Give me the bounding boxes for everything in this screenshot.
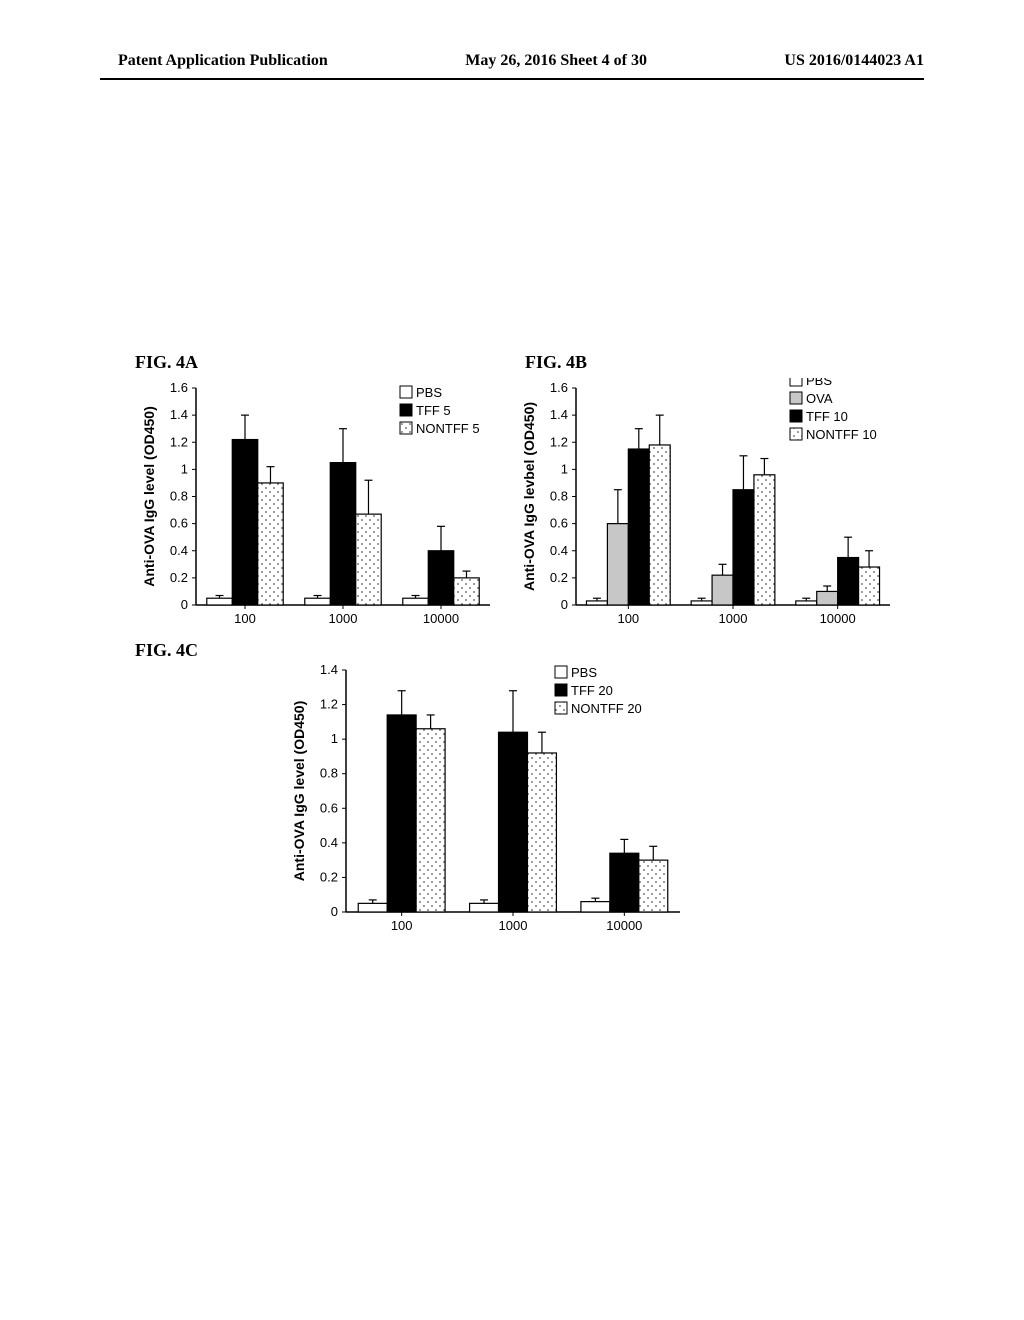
svg-text:0.4: 0.4 bbox=[320, 835, 338, 850]
svg-text:0.2: 0.2 bbox=[550, 570, 568, 585]
svg-text:NONTFF 10: NONTFF 10 bbox=[806, 427, 877, 442]
svg-text:100: 100 bbox=[234, 611, 256, 626]
svg-text:1: 1 bbox=[561, 461, 568, 476]
svg-text:0.2: 0.2 bbox=[320, 869, 338, 884]
page-header: Patent Application Publication May 26, 2… bbox=[0, 52, 1024, 70]
svg-text:TFF 20: TFF 20 bbox=[571, 683, 613, 698]
svg-text:PBS: PBS bbox=[571, 665, 597, 680]
svg-text:10000: 10000 bbox=[606, 918, 642, 933]
chart-svg: 0 0.2 0.4 0.6 0.8 1 1.2 1.4 100 1000 10000 PBS TFF 2… bbox=[290, 660, 690, 940]
svg-text:Anti-OVA IgG level (OD450): Anti-OVA IgG level (OD450) bbox=[141, 406, 157, 586]
svg-text:1000: 1000 bbox=[329, 611, 358, 626]
svg-text:0.8: 0.8 bbox=[550, 489, 568, 504]
svg-text:0.8: 0.8 bbox=[320, 766, 338, 781]
svg-text:100: 100 bbox=[617, 611, 639, 626]
chart-fig-4b: 0 0.2 0.4 0.6 0.8 1 1.2 1.4 1.6 100 1000 10000 PBS OV… bbox=[520, 378, 900, 633]
svg-text:NONTFF 5: NONTFF 5 bbox=[416, 421, 480, 436]
svg-text:10000: 10000 bbox=[423, 611, 459, 626]
svg-text:1.6: 1.6 bbox=[170, 380, 188, 395]
header-rule bbox=[100, 78, 924, 80]
svg-text:1: 1 bbox=[331, 731, 338, 746]
svg-text:1.4: 1.4 bbox=[170, 407, 188, 422]
svg-text:NONTFF 20: NONTFF 20 bbox=[571, 701, 642, 716]
svg-text:100: 100 bbox=[391, 918, 413, 933]
figure-4c-label: FIG. 4C bbox=[135, 640, 198, 661]
svg-text:PBS: PBS bbox=[806, 378, 832, 388]
svg-text:0.6: 0.6 bbox=[550, 516, 568, 531]
svg-text:TFF 5: TFF 5 bbox=[416, 403, 451, 418]
svg-text:0: 0 bbox=[561, 597, 568, 612]
svg-text:1.6: 1.6 bbox=[550, 380, 568, 395]
svg-text:Anti-OVA IgG levbel (OD450): Anti-OVA IgG levbel (OD450) bbox=[521, 402, 537, 591]
figure-4b-label: FIG. 4B bbox=[525, 352, 587, 373]
svg-text:1.4: 1.4 bbox=[320, 662, 338, 677]
chart-fig-4c: 0 0.2 0.4 0.6 0.8 1 1.2 1.4 100 1000 10000 PBS TFF 2… bbox=[290, 660, 690, 940]
figure-4a-label: FIG. 4A bbox=[135, 352, 198, 373]
svg-text:1.2: 1.2 bbox=[320, 697, 338, 712]
header-center: May 26, 2016 Sheet 4 of 30 bbox=[465, 52, 647, 70]
svg-text:TFF 10: TFF 10 bbox=[806, 409, 848, 424]
svg-text:0.2: 0.2 bbox=[170, 570, 188, 585]
header-left: Patent Application Publication bbox=[118, 52, 328, 70]
svg-text:1.4: 1.4 bbox=[550, 407, 568, 422]
svg-text:0.6: 0.6 bbox=[170, 516, 188, 531]
svg-text:0.4: 0.4 bbox=[170, 543, 188, 558]
svg-text:PBS: PBS bbox=[416, 385, 442, 400]
svg-text:0.6: 0.6 bbox=[320, 800, 338, 815]
svg-text:10000: 10000 bbox=[820, 611, 856, 626]
chart-svg: 0 0.2 0.4 0.6 0.8 1 1.2 1.4 1.6 100 1000 10000 PBS OV… bbox=[520, 378, 900, 633]
svg-text:0.8: 0.8 bbox=[170, 489, 188, 504]
svg-text:0: 0 bbox=[181, 597, 188, 612]
svg-text:0.4: 0.4 bbox=[550, 543, 568, 558]
svg-text:1000: 1000 bbox=[719, 611, 748, 626]
svg-text:Anti-OVA IgG level (OD450): Anti-OVA IgG level (OD450) bbox=[291, 701, 307, 881]
svg-text:0: 0 bbox=[331, 904, 338, 919]
svg-text:1000: 1000 bbox=[499, 918, 528, 933]
header-right: US 2016/0144023 A1 bbox=[784, 52, 924, 70]
svg-text:1: 1 bbox=[181, 461, 188, 476]
chart-fig-4a: 0 0.2 0.4 0.6 0.8 1 1.2 1.4 1.6 100 1000 10000 PBS TF… bbox=[140, 378, 500, 633]
chart-svg: 0 0.2 0.4 0.6 0.8 1 1.2 1.4 1.6 100 1000 10000 PBS TF… bbox=[140, 378, 500, 633]
svg-text:OVA: OVA bbox=[806, 391, 833, 406]
svg-text:1.2: 1.2 bbox=[170, 434, 188, 449]
svg-text:1.2: 1.2 bbox=[550, 434, 568, 449]
